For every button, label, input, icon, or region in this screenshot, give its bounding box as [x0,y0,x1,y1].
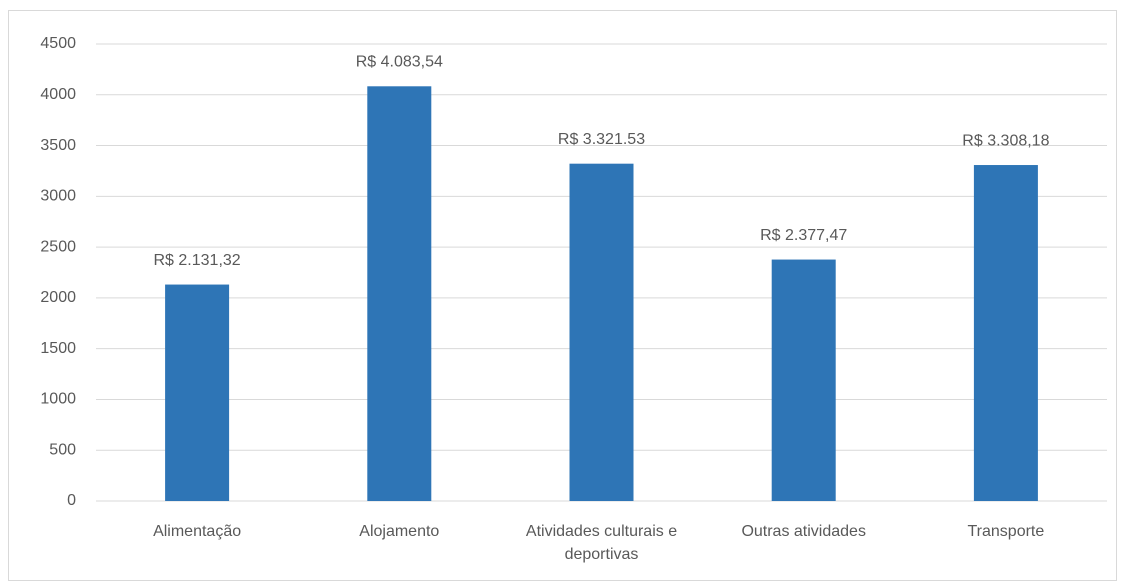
y-tick-label: 0 [67,492,76,509]
data-label: R$ 3.308,18 [962,132,1049,149]
data-label: R$ 2.131,32 [154,252,241,269]
y-tick-label: 3500 [40,137,76,154]
y-tick-label: 4500 [40,35,76,52]
data-label: R$ 4.083,54 [356,54,443,71]
bar [367,86,432,501]
bar [165,284,230,501]
y-tick-label: 2000 [40,289,76,306]
x-tick-label: Outras atividades [741,523,866,540]
y-tick-label: 3000 [40,188,76,205]
bar [771,259,836,501]
bar [569,163,634,501]
y-tick-label: 4000 [40,86,76,103]
x-tick-label: Alojamento [359,523,439,540]
y-tick-label: 1000 [40,391,76,408]
x-tick-label: Transporte [968,523,1045,540]
y-tick-label: 2500 [40,238,76,255]
data-label: R$ 2.377,47 [760,227,847,244]
data-label: R$ 3.321.53 [558,131,645,148]
y-tick-label: 1500 [40,340,76,357]
y-tick-label: 500 [49,441,76,458]
bar [973,165,1038,501]
x-tick-label: Alimentação [153,523,241,540]
x-tick-label: Atividades culturais e deportivas [526,523,677,563]
